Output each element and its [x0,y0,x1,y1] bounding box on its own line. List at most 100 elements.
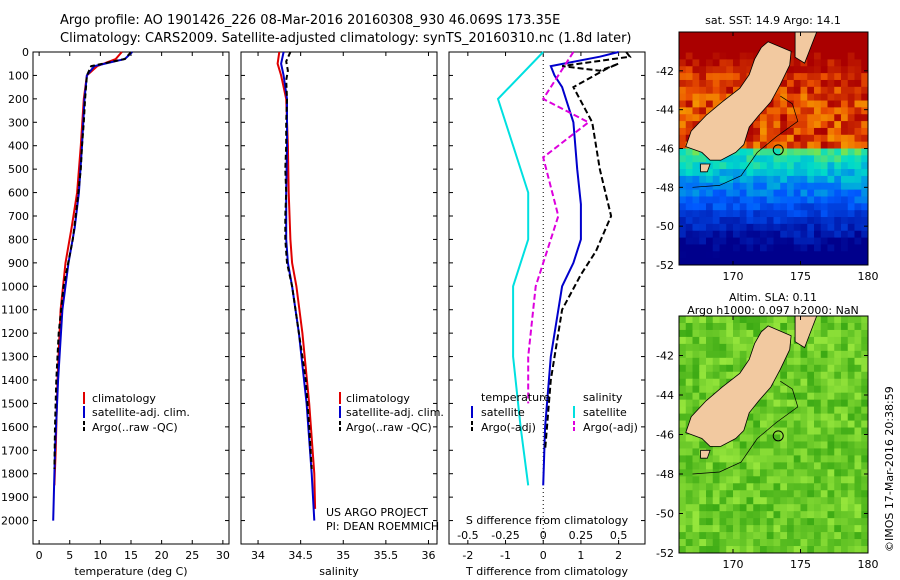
map-cell [760,448,768,457]
map-cell [692,32,700,40]
map-cell [807,86,815,95]
map-cell [733,518,741,526]
map-cell [807,230,815,239]
map-cell [820,546,829,553]
map-cell [706,32,714,40]
map-cell [854,399,862,408]
map-cell [787,32,795,40]
map-cell [787,196,795,204]
map-cell [685,476,694,484]
map-cell [746,322,754,331]
map-y-tick-label: -42 [656,65,674,78]
map-cell [820,155,829,163]
map-cell [841,364,849,373]
map-cell [793,441,802,450]
map-cell [746,525,754,533]
map-cell [814,114,822,122]
map-cell [807,336,815,345]
map-cell [861,141,868,150]
map-cell [699,441,707,450]
map-cell [847,469,856,477]
map-cell [814,511,822,519]
map-cell [766,196,775,204]
map-cell [834,497,842,505]
map-cell [780,399,788,408]
map-cell [760,511,768,519]
map-cell [719,244,727,252]
map-cell [847,406,856,415]
map-cell [834,441,842,450]
map-cell [739,490,748,498]
map-cell [787,469,795,477]
y-tick-label: 1500 [1,397,29,410]
map-cell [685,343,694,352]
map-cell [739,336,748,345]
map-cell [679,141,687,150]
map-cell [692,399,700,408]
map-cell [699,203,707,211]
map-cell [692,378,700,387]
map-cell [733,462,741,470]
map-cell [780,364,788,373]
map-cell [841,504,849,512]
map-cell [820,66,829,74]
map-cell [820,329,829,338]
map-cell [847,364,856,373]
map-cell [814,427,822,436]
map-cell [706,93,714,102]
map-cell [760,258,768,265]
map-cell [733,546,741,553]
map-cell [820,237,829,246]
map-cell [800,497,808,505]
map-cell [699,52,707,61]
map-cell [787,107,795,115]
map-cell [692,350,700,359]
t-difference-xlabel: T difference from climatology [465,565,628,578]
map-cell [773,476,781,484]
map-cell [861,413,868,422]
map-cell [706,469,714,477]
map-cell [827,525,835,533]
map-cell [834,364,842,373]
map-cell [679,114,687,122]
map-cell [746,223,754,232]
map-cell [841,121,849,129]
map-cell [706,38,714,47]
map-cell [773,448,781,457]
map-cell [753,203,761,211]
map-cell [861,196,868,204]
map-cell [787,378,795,387]
map-cell [861,532,868,540]
map-cell [820,258,829,265]
map-cell [739,210,748,218]
map-cell [739,230,748,239]
map-cell [814,378,822,387]
map-cell [753,230,761,239]
map-cell [800,350,808,359]
map-cell [834,350,842,359]
map-cell [793,511,802,519]
map-cell [706,175,714,184]
map-cell [854,448,862,457]
map-cell [685,413,694,422]
map-cell [847,336,856,345]
map-cell [753,434,761,443]
map-cell [787,525,795,533]
map-cell [807,476,815,484]
map-cell [800,203,808,211]
map-cell [841,399,849,408]
map-cell [854,162,862,170]
map-cell [841,420,849,429]
map-cell [807,203,815,211]
map-cell [827,413,835,422]
map-cell [753,322,761,331]
map-cell [760,406,768,415]
map-cell [807,357,815,366]
map-cell [766,100,775,108]
map-cell [679,546,687,553]
map-cell [712,357,721,366]
map-cell [739,45,748,54]
map-cell [685,316,694,324]
map-cell [760,107,768,115]
map-cell [719,518,727,526]
